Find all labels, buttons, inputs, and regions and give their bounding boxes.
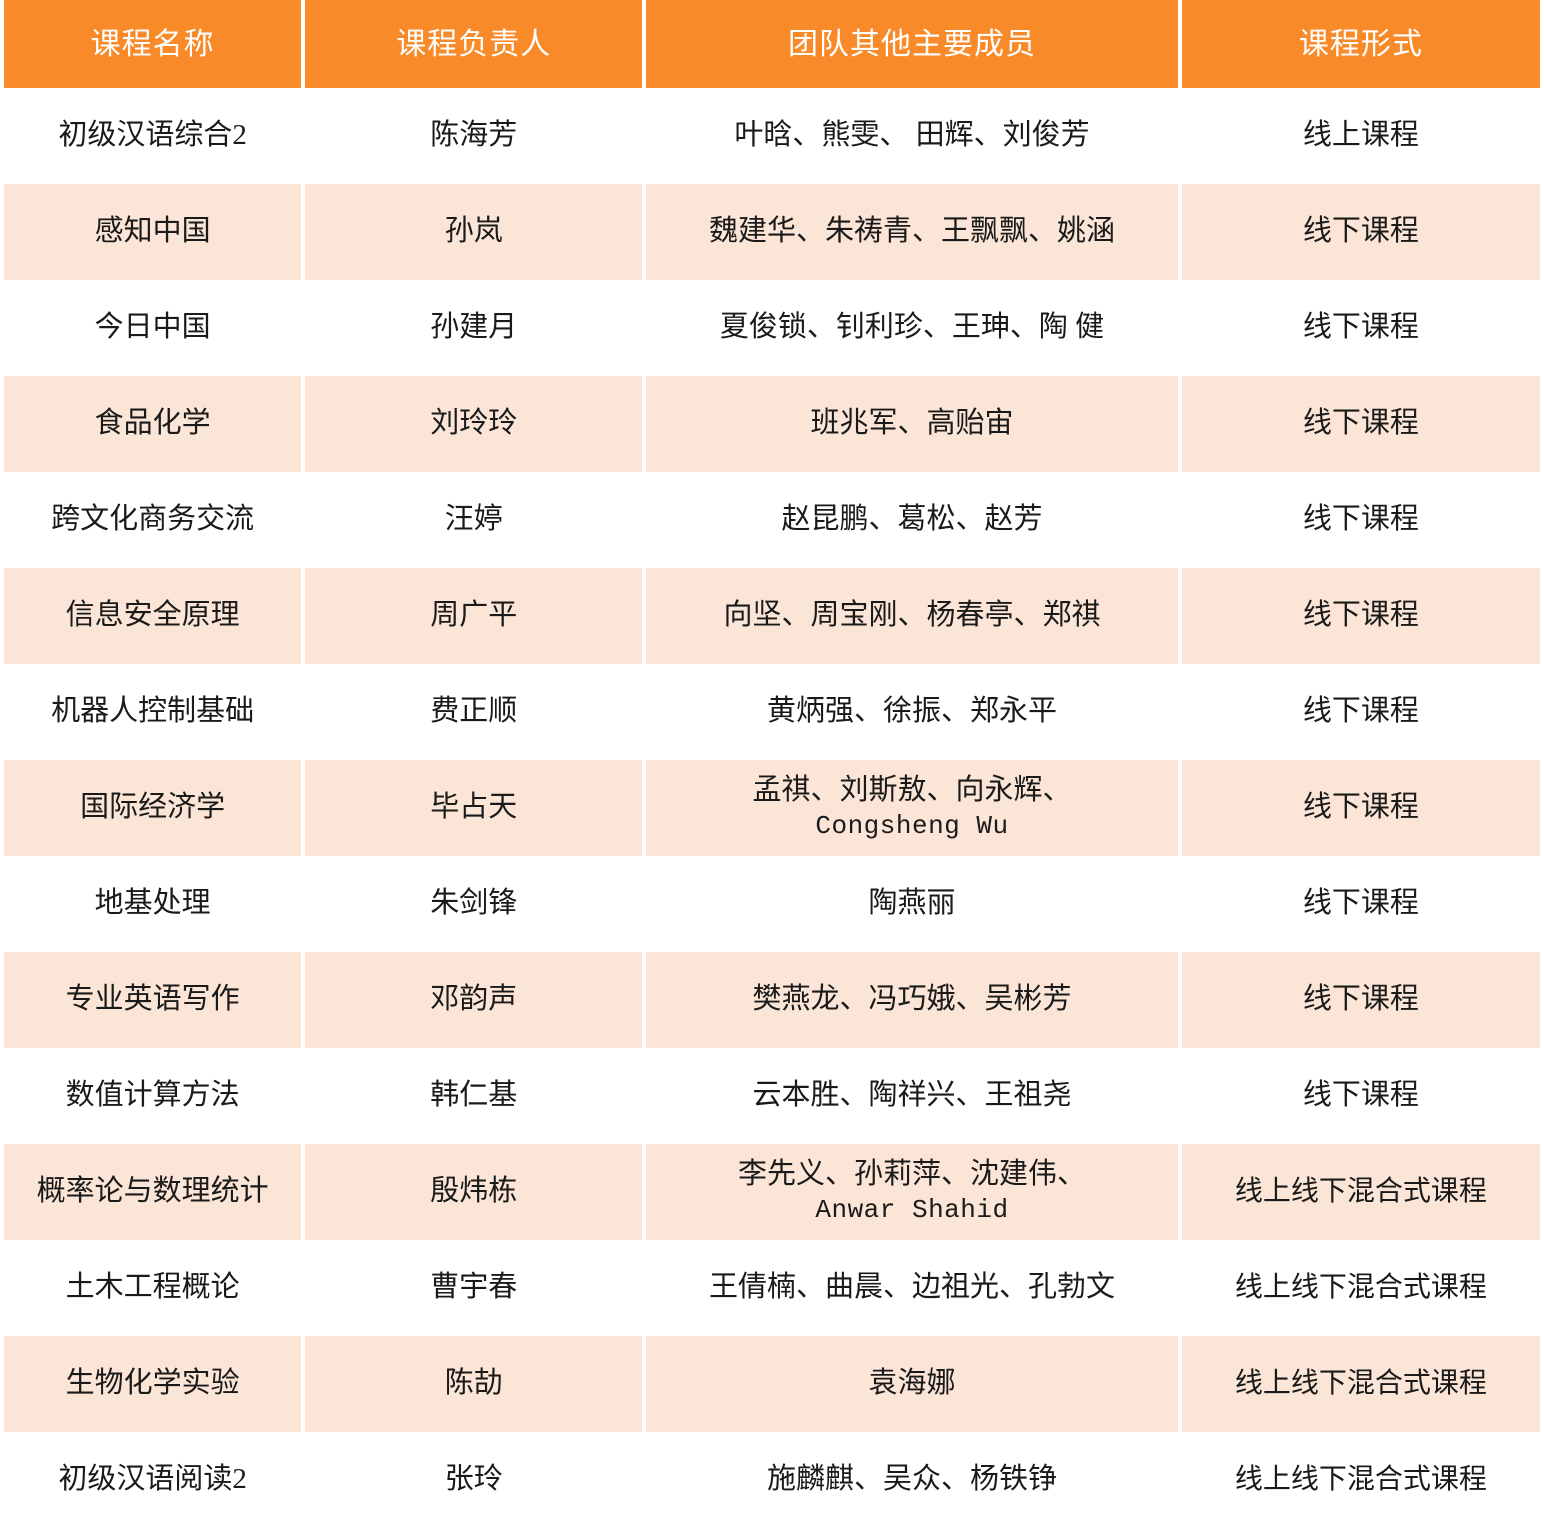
cell-course-name: 信息安全原理 [4,568,302,664]
column-header-course-leader: 课程负责人 [305,0,643,88]
cell-course-form: 线上线下混合式课程 [1181,1240,1540,1336]
cell-team-members: 夏俊锁、钊利珍、王珅、陶 健 [646,280,1178,376]
cell-team-members: 孟祺、刘斯敖、向永辉、 Congsheng Wu [646,760,1178,856]
cell-team-members: 赵昆鹏、葛松、赵芳 [646,472,1178,568]
cell-team-members-line-2: Anwar Shahid [815,1194,1009,1225]
header-row: 课程名称 课程负责人 团队其他主要成员 课程形式 [4,0,1540,88]
cell-course-form: 线下课程 [1181,1048,1540,1144]
table-row: 机器人控制基础 费正顺 黄炳强、徐振、郑永平 线下课程 [4,664,1540,760]
table-row: 今日中国 孙建月 夏俊锁、钊利珍、王珅、陶 健线下课程 [4,280,1540,376]
cell-team-members: 樊燕龙、冯巧娥、吴彬芳 [646,952,1178,1048]
table-row: 概率论与数理统计 殷炜栋 李先义、孙莉萍、沈建伟、 Anwar Shahid 线上线下混… [4,1144,1540,1240]
cell-course-form: 线上线下混合式课程 [1181,1432,1540,1528]
cell-course-leader: 周广平 [305,568,643,664]
cell-team-members-line-1: 孟祺、刘斯敖、向永辉、 [752,774,1072,807]
cell-course-leader: 费正顺 [305,664,643,760]
cell-team-members: 云本胜、陶祥兴、王祖尧 [646,1048,1178,1144]
cell-course-name: 感知中国 [4,184,302,280]
cell-course-form: 线下课程 [1181,472,1540,568]
cell-course-leader: 刘玲玲 [305,376,643,472]
cell-course-leader: 朱剑锋 [305,856,643,952]
table-row: 土木工程概论 曹宇春 王倩楠、曲晨、边祖光、孔勃文 线上线下混合式课程 [4,1240,1540,1336]
cell-team-members: 袁海娜 [646,1336,1178,1432]
table-row: 初级汉语阅读2 张玲 施麟麒、吴众、杨铁铮 线上线下混合式课程 [4,1432,1540,1528]
column-header-team-members: 团队其他主要成员 [646,0,1178,88]
cell-course-form: 线上线下混合式课程 [1181,1144,1540,1240]
cell-course-form: 线上课程 [1181,88,1540,184]
cell-team-members: 向坚、周宝刚、杨春亭、郑祺 [646,568,1178,664]
table-row: 食品化学 刘玲玲 班兆军、高贻宙 线下课程 [4,376,1540,472]
cell-team-members: 王倩楠、曲晨、边祖光、孔勃文 [646,1240,1178,1336]
cell-course-leader: 殷炜栋 [305,1144,643,1240]
cell-course-leader: 孙建月 [305,280,643,376]
cell-course-name: 食品化学 [4,376,302,472]
cell-course-leader: 张玲 [305,1432,643,1528]
table-row: 生物化学实验 陈劼 袁海娜 线上线下混合式课程 [4,1336,1540,1432]
cell-course-name: 数值计算方法 [4,1048,302,1144]
cell-course-name: 专业英语写作 [4,952,302,1048]
cell-course-form: 线下课程 [1181,952,1540,1048]
table-row: 地基处理 朱剑锋 陶燕丽 线下课程 [4,856,1540,952]
table-row: 初级汉语综合2 陈海芳 叶晗、熊雯、 田辉、刘俊芳 线上课程 [4,88,1540,184]
cell-team-members: 李先义、孙莉萍、沈建伟、 Anwar Shahid [646,1144,1178,1240]
cell-course-name: 概率论与数理统计 [4,1144,302,1240]
cell-course-leader: 韩仁基 [305,1048,643,1144]
cell-course-name: 跨文化商务交流 [4,472,302,568]
cell-course-form: 线下课程 [1181,376,1540,472]
cell-course-name: 地基处理 [4,856,302,952]
table-row: 国际经济学 毕占天 孟祺、刘斯敖、向永辉、 Congsheng Wu 线下课程 [4,760,1540,856]
table-row: 信息安全原理 周广平 向坚、周宝刚、杨春亭、郑祺 线下课程 [4,568,1540,664]
cell-course-name: 初级汉语阅读2 [4,1432,302,1528]
cell-course-leader: 曹宇春 [305,1240,643,1336]
cell-team-members: 叶晗、熊雯、 田辉、刘俊芳 [646,88,1178,184]
cell-course-form: 线下课程 [1181,568,1540,664]
cell-course-form: 线下课程 [1181,280,1540,376]
cell-team-members: 黄炳强、徐振、郑永平 [646,664,1178,760]
cell-team-members-line-2: Congsheng Wu [815,810,1009,841]
table-row: 跨文化商务交流 汪婷 赵昆鹏、葛松、赵芳 线下课程 [4,472,1540,568]
cell-course-name: 初级汉语综合2 [4,88,302,184]
cell-team-members: 魏建华、朱祷青、王飘飘、姚涵 [646,184,1178,280]
cell-course-leader: 孙岚 [305,184,643,280]
cell-course-name: 土木工程概论 [4,1240,302,1336]
table-header: 课程名称 课程负责人 团队其他主要成员 课程形式 [4,0,1540,88]
cell-team-members: 班兆军、高贻宙 [646,376,1178,472]
cell-course-form: 线下课程 [1181,760,1540,856]
cell-course-name: 今日中国 [4,280,302,376]
cell-team-members: 陶燕丽 [646,856,1178,952]
cell-course-form: 线下课程 [1181,664,1540,760]
cell-course-leader: 陈劼 [305,1336,643,1432]
cell-team-members-line-1: 李先义、孙莉萍、沈建伟、 [737,1158,1086,1191]
table-body: 初级汉语综合2 陈海芳 叶晗、熊雯、 田辉、刘俊芳 线上课程 感知中国 孙岚 魏建华、朱祷青… [4,88,1540,1528]
cell-team-members: 施麟麒、吴众、杨铁铮 [646,1432,1178,1528]
column-header-course-name: 课程名称 [4,0,302,88]
cell-course-leader: 汪婷 [305,472,643,568]
cell-course-leader: 毕占天 [305,760,643,856]
table-row: 数值计算方法 韩仁基 云本胜、陶祥兴、王祖尧 线下课程 [4,1048,1540,1144]
cell-course-form: 线下课程 [1181,184,1540,280]
cell-course-leader: 邓韵声 [305,952,643,1048]
table-row: 感知中国 孙岚 魏建华、朱祷青、王飘飘、姚涵 线下课程 [4,184,1540,280]
cell-course-form: 线下课程 [1181,856,1540,952]
cell-course-name: 机器人控制基础 [4,664,302,760]
column-header-course-form: 课程形式 [1181,0,1540,88]
table-row: 专业英语写作 邓韵声 樊燕龙、冯巧娥、吴彬芳 线下课程 [4,952,1540,1048]
cell-course-form: 线上线下混合式课程 [1181,1336,1540,1432]
cell-course-name: 生物化学实验 [4,1336,302,1432]
cell-course-leader: 陈海芳 [305,88,643,184]
cell-course-name: 国际经济学 [4,760,302,856]
